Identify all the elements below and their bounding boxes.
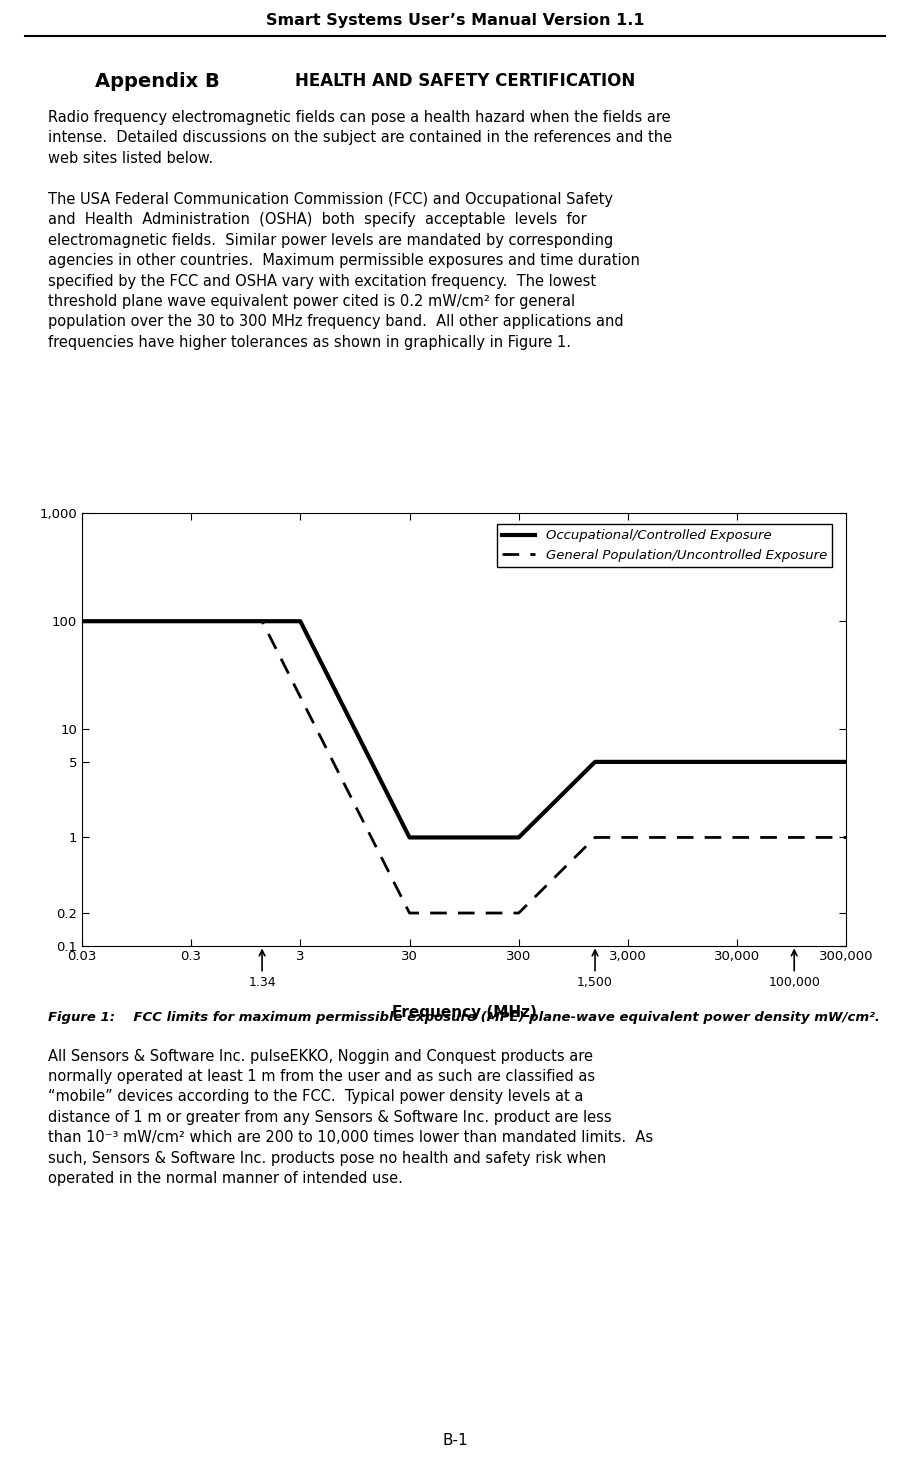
General Population/Uncontrolled Exposure	[841, 828, 852, 846]
Text: HEALTH AND SAFETY CERTIFICATION: HEALTH AND SAFETY CERTIFICATION	[295, 72, 635, 89]
Occupational/Controlled Exposure	[513, 828, 524, 846]
Text: Appendix B: Appendix B	[95, 72, 219, 91]
General Population/Uncontrolled Exposure	[404, 905, 415, 922]
Text: Figure 1:    FCC limits for maximum permissible exposure (MPE) plane-wave equiva: Figure 1: FCC limits for maximum permiss…	[48, 1010, 880, 1023]
Occupational/Controlled Exposure	[841, 754, 852, 771]
Text: 1,500: 1,500	[577, 975, 613, 988]
Text: 1.34: 1.34	[248, 975, 276, 988]
Text: Radio frequency electromagnetic fields can pose a health hazard when the fields : Radio frequency electromagnetic fields c…	[48, 110, 672, 166]
Occupational/Controlled Exposure	[76, 613, 87, 630]
Legend: Occupational/Controlled Exposure, General Population/Uncontrolled Exposure: Occupational/Controlled Exposure, Genera…	[497, 523, 832, 567]
General Population/Uncontrolled Exposure	[257, 613, 268, 630]
Occupational/Controlled Exposure	[404, 828, 415, 846]
Text: The USA Federal Communication Commission (FCC) and Occupational Safety
and  Heal: The USA Federal Communication Commission…	[48, 192, 640, 350]
Text: B-1: B-1	[442, 1432, 468, 1448]
Text: Smart Systems User’s Manual Version 1.1: Smart Systems User’s Manual Version 1.1	[266, 13, 644, 28]
Line: Occupational/Controlled Exposure: Occupational/Controlled Exposure	[82, 622, 846, 837]
General Population/Uncontrolled Exposure	[622, 828, 633, 846]
Occupational/Controlled Exposure	[622, 754, 633, 771]
Text: All Sensors & Software Inc. pulseEKKO, Noggin and Conquest products are
normally: All Sensors & Software Inc. pulseEKKO, N…	[48, 1048, 653, 1186]
Occupational/Controlled Exposure	[295, 613, 306, 630]
General Population/Uncontrolled Exposure	[513, 905, 524, 922]
Occupational/Controlled Exposure	[590, 754, 601, 771]
Occupational/Controlled Exposure	[186, 613, 197, 630]
General Population/Uncontrolled Exposure	[590, 828, 601, 846]
General Population/Uncontrolled Exposure	[76, 613, 87, 630]
X-axis label: Frequency (MHz): Frequency (MHz)	[391, 1006, 537, 1020]
Line: General Population/Uncontrolled Exposure: General Population/Uncontrolled Exposure	[82, 622, 846, 913]
Text: 100,000: 100,000	[768, 975, 820, 988]
